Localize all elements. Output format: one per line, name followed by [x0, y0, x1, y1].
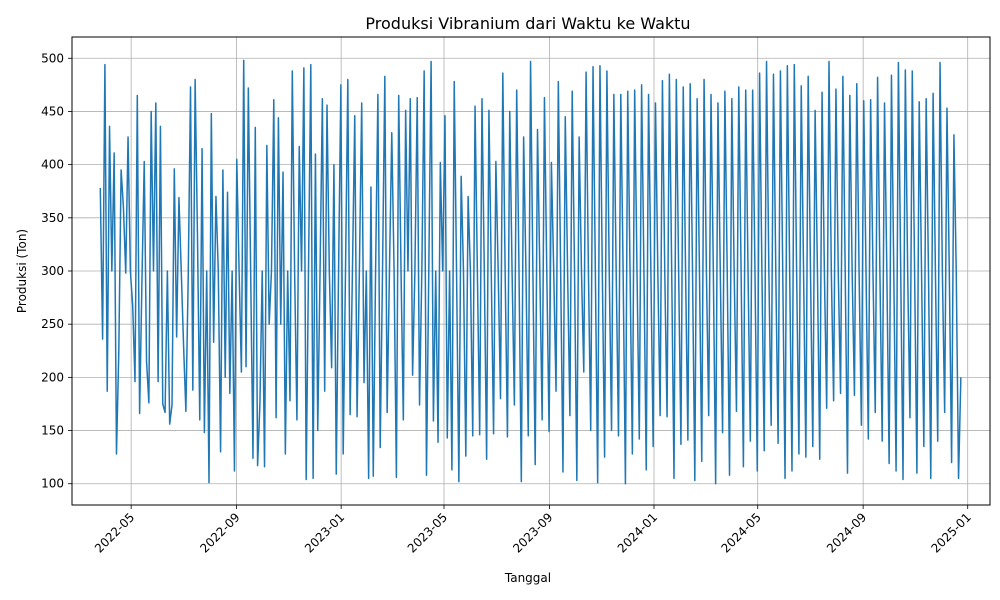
y-tick-label: 450	[41, 104, 64, 118]
x-tick-label: 2024-05	[718, 510, 763, 555]
x-tick-label: 2022-09	[197, 510, 242, 555]
y-tick-label: 400	[41, 158, 64, 172]
x-axis-label: Tanggal	[504, 571, 551, 585]
y-ticks: 100 150 200 250 300 350 400 450 500	[41, 51, 72, 491]
y-tick-label: 100	[41, 477, 64, 491]
y-tick-label: 250	[41, 317, 64, 331]
y-tick-label: 300	[41, 264, 64, 278]
series-line-group	[99, 59, 962, 485]
y-tick-label: 500	[41, 51, 64, 65]
x-tick-label: 2025-01	[928, 510, 973, 555]
x-tick-label: 2022-05	[92, 510, 137, 555]
x-ticks: 2022-05 2022-09 2023-01 2023-05 2023-09 2024-…	[92, 505, 974, 556]
y-tick-label: 200	[41, 370, 64, 384]
x-tick-label: 2023-09	[510, 510, 555, 555]
x-tick-label: 2024-01	[615, 510, 660, 555]
y-axis-label: Produksi (Ton)	[15, 229, 29, 313]
y-tick-label: 150	[41, 424, 64, 438]
y-tick-label: 350	[41, 211, 64, 225]
x-tick-label: 2024-09	[824, 510, 869, 555]
chart-title: Produksi Vibranium dari Waktu ke Waktu	[365, 14, 690, 33]
x-tick-label: 2023-05	[405, 510, 450, 555]
production-series-line	[99, 59, 962, 485]
x-tick-label: 2023-01	[302, 510, 347, 555]
